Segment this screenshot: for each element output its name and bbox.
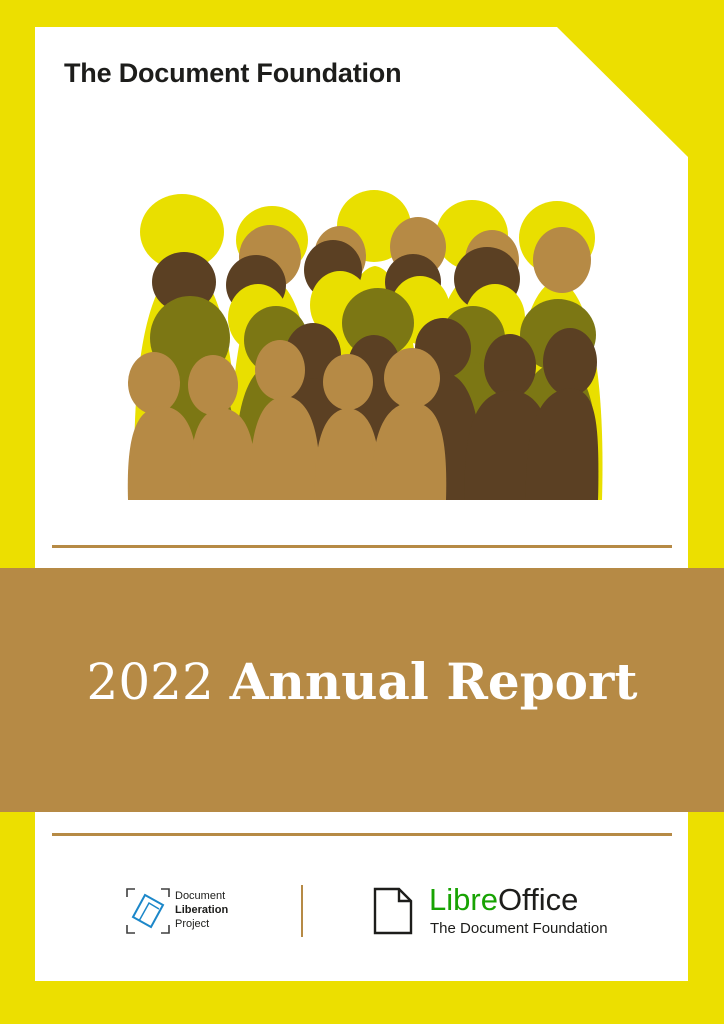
report-year: 2022 <box>86 653 214 711</box>
libreoffice-wordmark: LibreOffice <box>429 883 578 917</box>
dlp-line-liberation: Liberation <box>175 904 229 916</box>
libreoffice-subtitle: The Document Foundation <box>430 920 608 937</box>
crowd-front-row <box>127 340 447 500</box>
title-band <box>0 568 724 812</box>
divider-bottom <box>52 833 672 836</box>
dlp-wordmark: Document Liberation Project <box>175 889 228 931</box>
dlp-line-document: Document <box>175 890 226 902</box>
divider-top <box>52 545 672 548</box>
libreoffice-name-office: Office <box>497 882 579 917</box>
libreoffice-document-icon <box>373 887 413 935</box>
crowd-illustration <box>127 217 599 500</box>
logo-divider <box>301 885 303 937</box>
report-title-text: Annual Report <box>229 652 638 711</box>
dlp-line-project: Project <box>175 918 210 930</box>
libreoffice-name-libre: Libre <box>429 882 498 917</box>
report-title: 2022 Annual Report <box>0 652 724 711</box>
organization-title: The Document Foundation <box>64 58 402 88</box>
document-liberation-logo-icon <box>126 888 170 934</box>
